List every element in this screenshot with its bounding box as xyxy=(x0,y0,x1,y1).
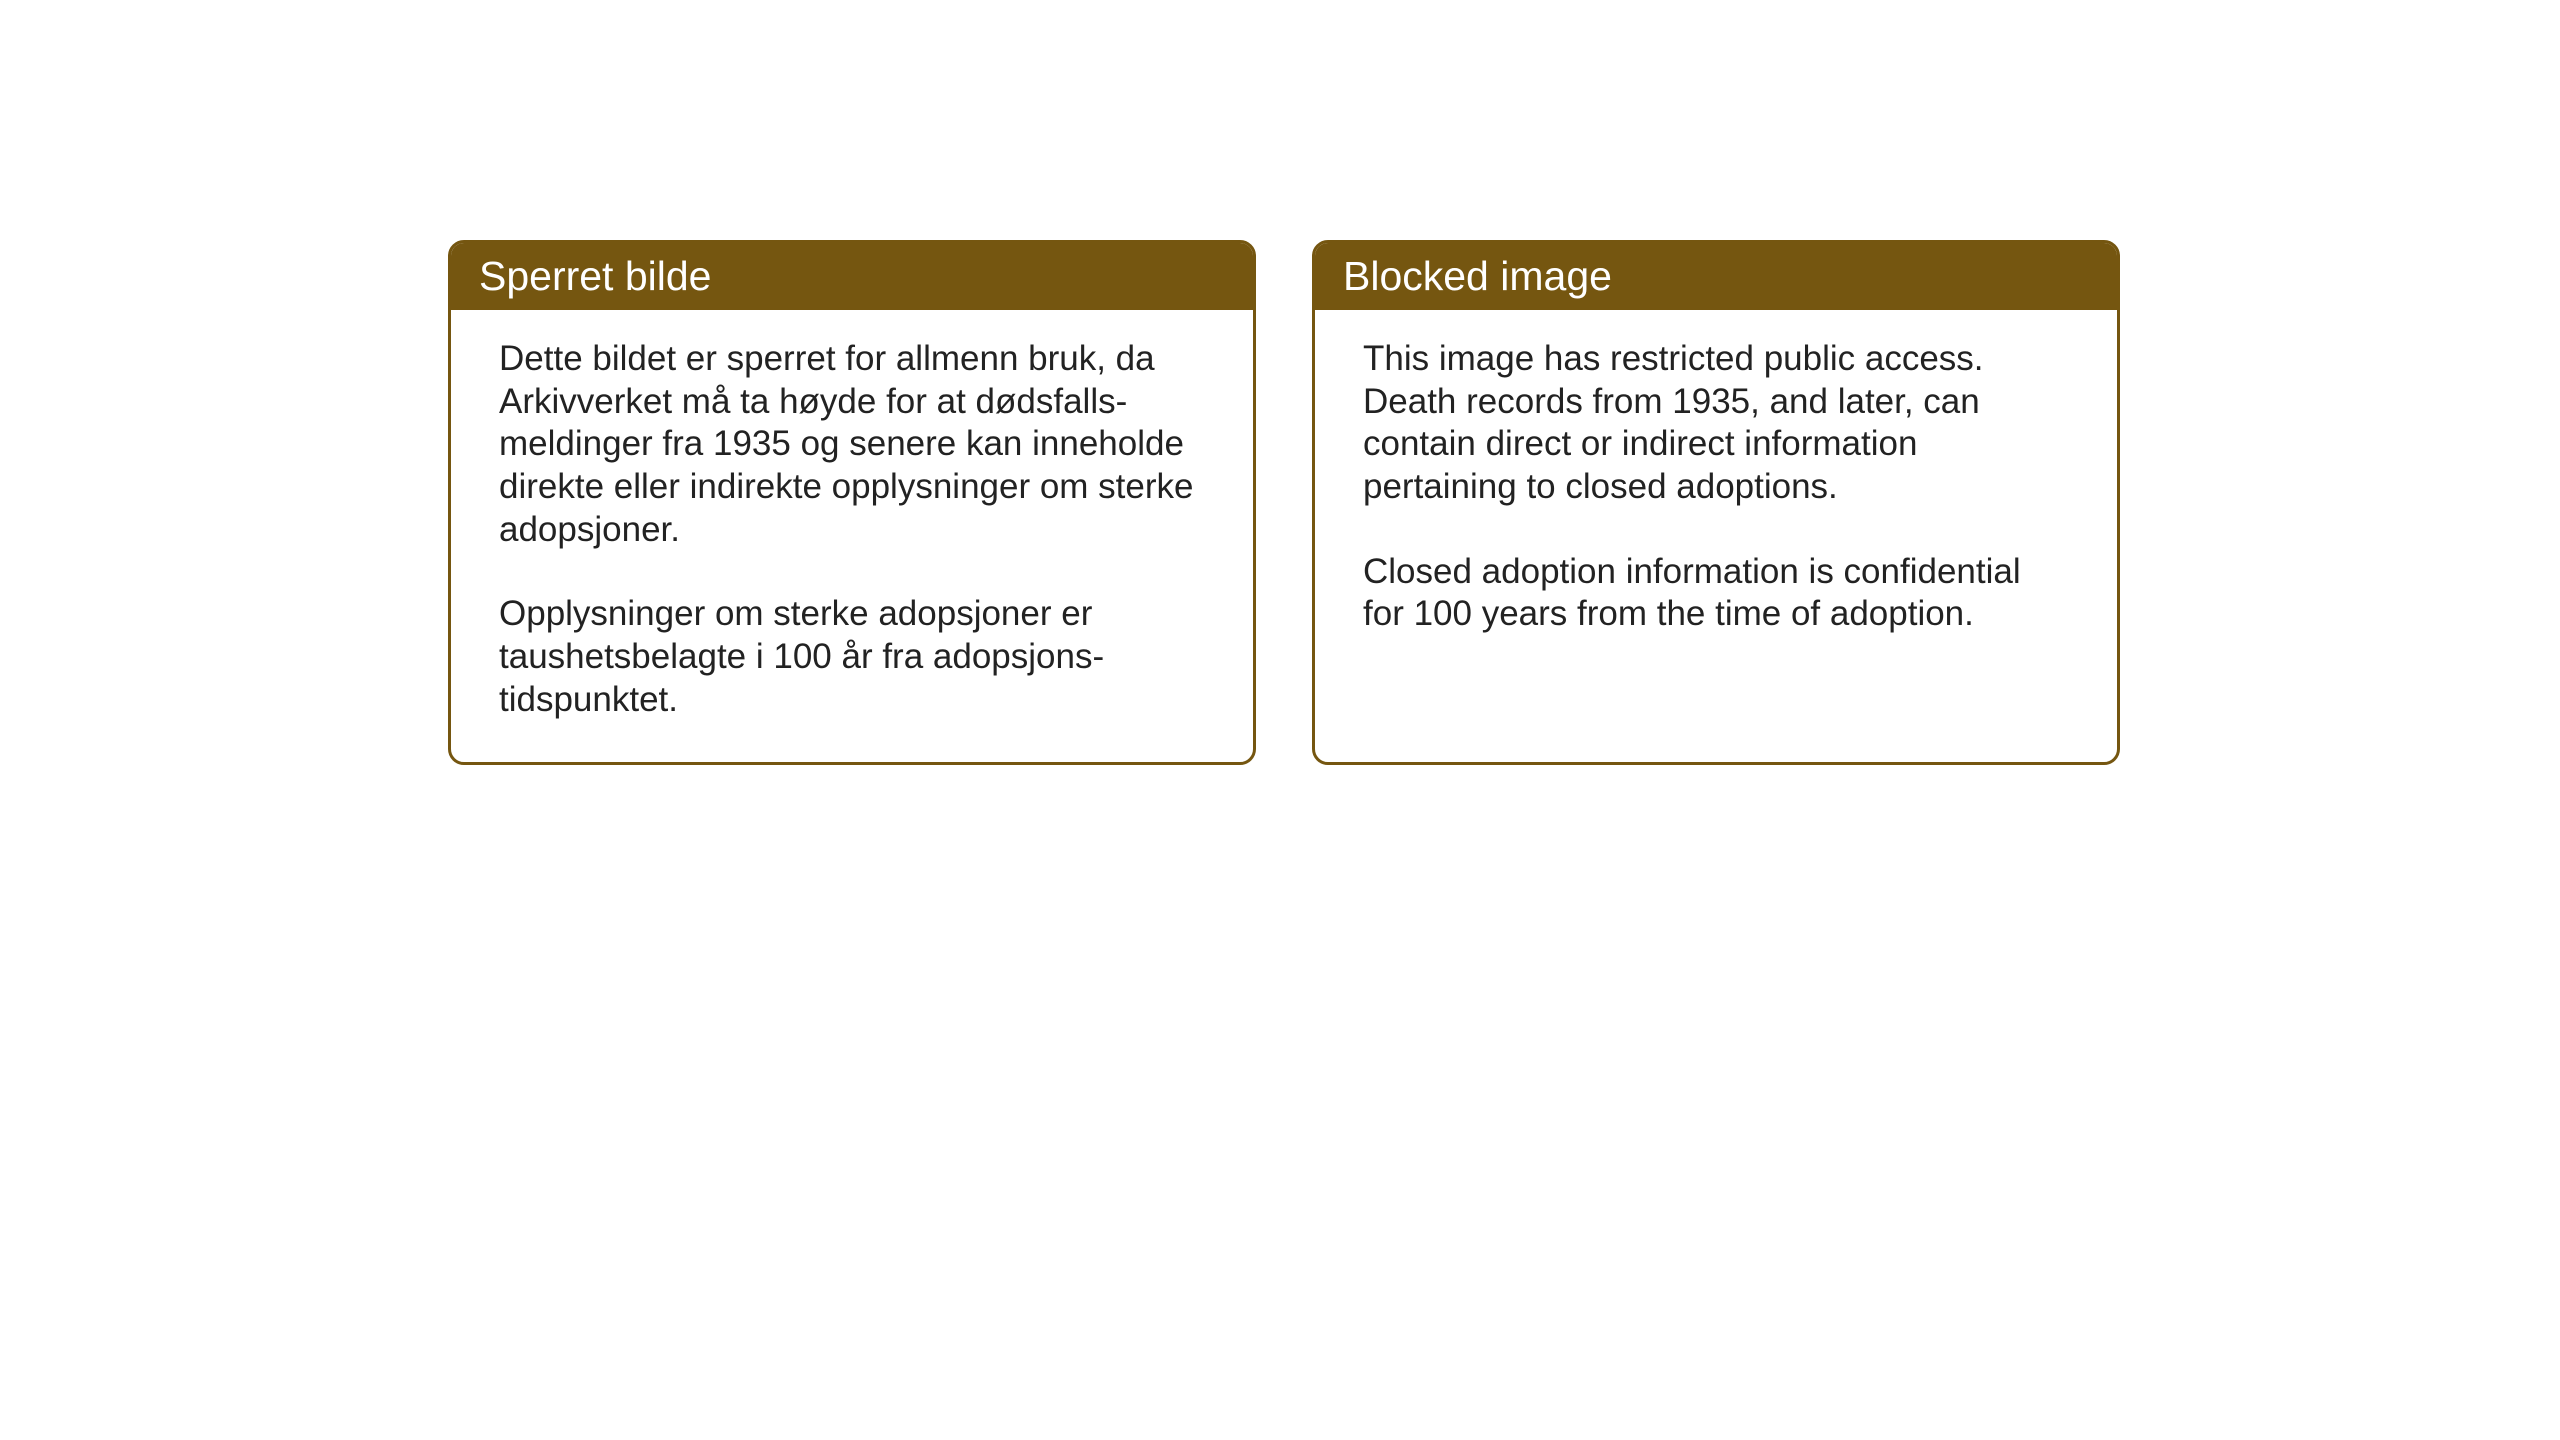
card-header-english: Blocked image xyxy=(1315,243,2117,310)
notice-paragraph-1-no: Dette bildet er sperret for allmenn bruk… xyxy=(499,338,1205,551)
notice-paragraph-2-no: Opplysninger om sterke adopsjoner er tau… xyxy=(499,593,1205,721)
notice-card-norwegian: Sperret bilde Dette bildet er sperret fo… xyxy=(448,240,1256,765)
card-header-norwegian: Sperret bilde xyxy=(451,243,1253,310)
notice-paragraph-2-en: Closed adoption information is confident… xyxy=(1363,551,2069,636)
notice-paragraph-1-en: This image has restricted public access.… xyxy=(1363,338,2069,509)
notice-cards-container: Sperret bilde Dette bildet er sperret fo… xyxy=(448,240,2560,765)
card-body-english: This image has restricted public access.… xyxy=(1315,310,2117,676)
card-body-norwegian: Dette bildet er sperret for allmenn bruk… xyxy=(451,310,1253,762)
notice-card-english: Blocked image This image has restricted … xyxy=(1312,240,2120,765)
